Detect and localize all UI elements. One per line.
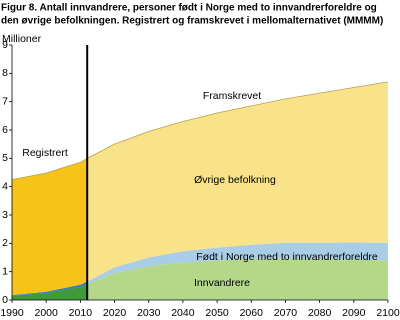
area — [87, 81, 388, 282]
series-label: Innvandrere — [194, 277, 250, 289]
x-tick-label: 2040 — [171, 307, 195, 319]
x-tick-label: 2000 — [35, 307, 59, 319]
y-tick-label: 9 — [2, 39, 8, 51]
x-tick-label: 1990 — [0, 307, 24, 319]
x-tick-label: 2060 — [240, 307, 264, 319]
area — [87, 258, 388, 300]
y-tick-label: 1 — [2, 265, 8, 277]
x-tick-label: 2090 — [342, 307, 366, 319]
y-tick-label: 5 — [2, 152, 8, 164]
x-tick-label: 2010 — [69, 307, 93, 319]
total-line — [11, 81, 389, 180]
x-tick-label: 2050 — [205, 307, 229, 319]
y-tick-label: 3 — [2, 209, 8, 221]
x-tick-label: 2080 — [308, 307, 332, 319]
chart-title: den øvrige befolkningen. Registrert og f… — [1, 16, 383, 27]
y-tick-label: 8 — [2, 67, 8, 79]
series-label: Øvrige befolkning — [194, 174, 276, 186]
series-label: Født i Norge med to innvandrerforeldre — [196, 251, 378, 263]
x-tick-label: 2020 — [103, 307, 127, 319]
y-axis-label: Millioner — [2, 33, 42, 45]
area — [12, 284, 88, 300]
annotation: Registrert — [22, 147, 68, 159]
chart-title: Figur 8. Antall innvandrere, personer fø… — [1, 3, 377, 14]
y-tick-label: 2 — [2, 237, 8, 249]
area — [12, 158, 88, 296]
y-tick-label: 6 — [2, 124, 8, 136]
x-tick-label: 2100 — [376, 307, 400, 319]
y-tick-label: 0 — [2, 294, 8, 306]
annotation: Framskrevet — [203, 90, 261, 102]
y-tick-label: 4 — [2, 180, 8, 192]
x-tick-label: 2070 — [274, 307, 298, 319]
area — [87, 242, 388, 285]
x-tick-label: 2030 — [137, 307, 161, 319]
y-tick-label: 7 — [2, 95, 8, 107]
